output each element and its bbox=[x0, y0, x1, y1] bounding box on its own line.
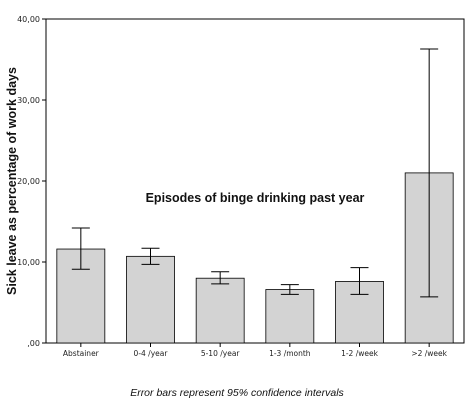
error-bar-0 bbox=[71, 227, 90, 270]
x-tick-label: 1-2 /week bbox=[341, 349, 379, 358]
x-tick-label: Abstainer bbox=[63, 349, 100, 358]
y-tick-label: 40,00 bbox=[17, 15, 40, 24]
error-bar-5 bbox=[420, 48, 439, 298]
x-tick-label: 0-4 /year bbox=[134, 349, 169, 358]
y-tick-label: ,00 bbox=[27, 339, 40, 348]
bars bbox=[56, 172, 454, 344]
bar-1 bbox=[126, 255, 175, 344]
y-tick-label: 30,00 bbox=[17, 96, 40, 105]
error-bar-2 bbox=[211, 271, 230, 285]
x-axis-title: Episodes of binge drinking past year bbox=[146, 191, 365, 205]
y-tick-label: 10,00 bbox=[17, 258, 40, 267]
error-bar-3 bbox=[280, 284, 299, 295]
x-tick-label: 5-10 /year bbox=[201, 349, 241, 358]
plot-area bbox=[45, 18, 465, 344]
error-bars bbox=[71, 48, 439, 298]
error-bar-1 bbox=[141, 247, 160, 265]
x-tick-label: 1-3 /month bbox=[269, 349, 311, 358]
bar-3 bbox=[265, 289, 315, 344]
y-axis-ticks: ,00 10,00 20,00 30,00 40,00 bbox=[17, 15, 46, 348]
x-tick-label: >2 /week bbox=[411, 349, 447, 358]
error-bar-4 bbox=[350, 267, 369, 295]
bar-2 bbox=[195, 277, 245, 344]
x-axis-tick-labels: Abstainer 0-4 /year 5-10 /year 1-3 /month 1-… bbox=[63, 343, 448, 358]
y-tick-label: 20,00 bbox=[17, 177, 40, 186]
y-axis-title: Sick leave as percentage of work days bbox=[5, 67, 19, 295]
footnote-error-bars: Error bars represent 95% confidence inte… bbox=[130, 387, 344, 399]
